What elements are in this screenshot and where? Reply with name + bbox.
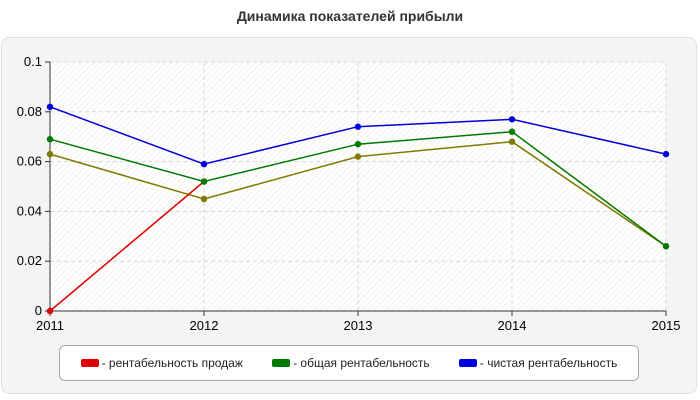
legend-label: - общая рентабельность bbox=[293, 356, 430, 370]
series-line bbox=[49, 180, 205, 312]
y-tick-label: 0 bbox=[35, 303, 42, 318]
legend-swatch bbox=[458, 359, 477, 367]
data-point bbox=[508, 116, 516, 123]
data-point bbox=[508, 138, 516, 145]
data-point bbox=[662, 243, 670, 250]
legend-swatch bbox=[80, 359, 99, 367]
data-point bbox=[508, 128, 516, 135]
legend-item: - чистая рентабельность bbox=[458, 356, 618, 370]
chart-title: Динамика показателей прибыли bbox=[236, 8, 464, 24]
y-tick-label: 0.04 bbox=[17, 203, 42, 218]
x-tick-label: 2012 bbox=[190, 318, 219, 333]
legend-label: - рентабельность продаж bbox=[101, 356, 243, 370]
data-point bbox=[46, 150, 54, 158]
x-tick-label: 2014 bbox=[498, 318, 527, 333]
chart-legend: - рентабельность продаж - общая рентабель… bbox=[59, 345, 639, 381]
plot-area bbox=[50, 62, 666, 311]
data-point bbox=[354, 153, 362, 160]
legend-label: - чистая рентабельность bbox=[479, 356, 618, 370]
data-point bbox=[662, 150, 670, 158]
x-tick-label: 2013 bbox=[344, 318, 373, 333]
data-point bbox=[354, 140, 362, 148]
data-point bbox=[354, 123, 362, 130]
y-tick-label: 0.1 bbox=[24, 54, 42, 69]
x-tick-label: 2011 bbox=[36, 318, 64, 333]
data-point bbox=[200, 195, 208, 203]
data-point bbox=[200, 160, 208, 168]
y-tick-label: 0.06 bbox=[17, 154, 42, 169]
legend-item: - общая рентабельность bbox=[272, 356, 430, 370]
data-point bbox=[46, 135, 54, 143]
data-point bbox=[46, 307, 54, 315]
data-point bbox=[46, 103, 54, 111]
y-tick-label: 0.02 bbox=[17, 253, 42, 268]
data-point bbox=[200, 178, 208, 185]
legend-item: - рентабельность продаж bbox=[80, 356, 243, 370]
y-tick-label: 0.08 bbox=[17, 104, 42, 119]
legend-swatch bbox=[272, 359, 291, 367]
x-tick-label: 2015 bbox=[652, 318, 681, 333]
